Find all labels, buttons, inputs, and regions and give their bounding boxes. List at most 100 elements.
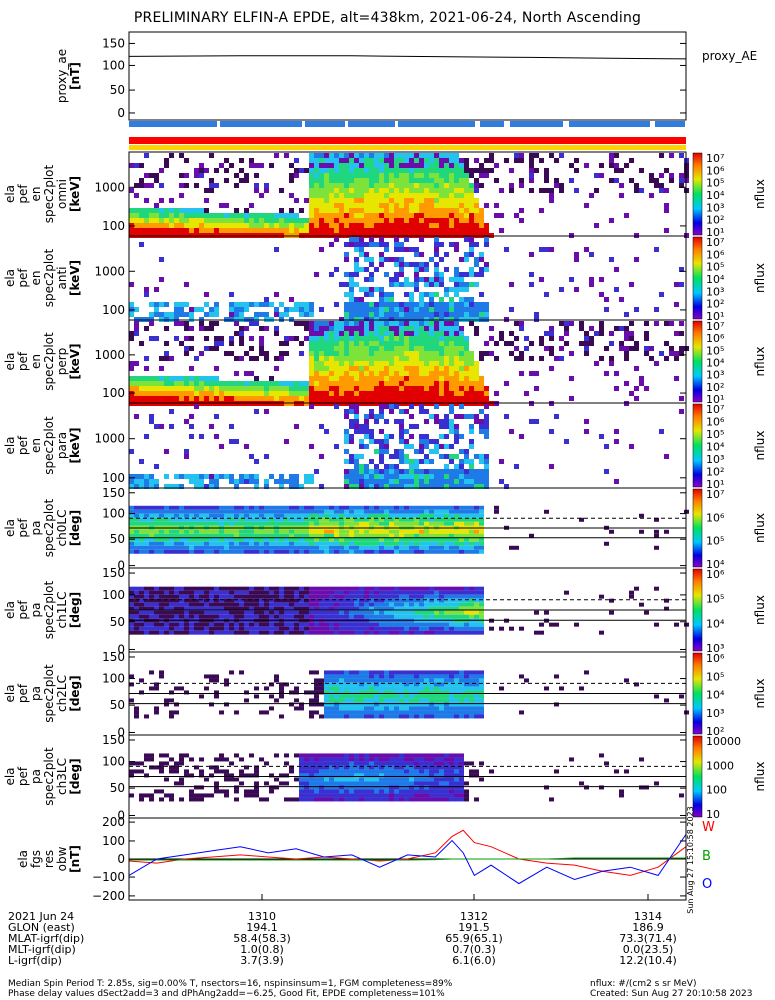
pitch-angle-pixel	[454, 590, 459, 595]
pitch-angle-pixel	[244, 537, 249, 542]
spectrogram-pixel	[264, 297, 269, 302]
spectrogram-pixel	[469, 237, 474, 242]
spectrogram-pixel	[344, 208, 349, 213]
pitch-angle-pixel	[134, 630, 139, 635]
pitch-angle-pixel	[434, 517, 439, 522]
pitch-angle-pixel	[364, 678, 369, 683]
spectrogram-pixel	[334, 381, 339, 386]
pitch-angle-pixel	[424, 626, 429, 631]
spectrogram-pixel	[424, 391, 429, 396]
spectrogram-pixel	[354, 454, 359, 459]
pitch-angle-pixel	[379, 521, 384, 526]
pitch-angle-pixel	[249, 614, 254, 619]
pitch-angle-pixel	[259, 513, 264, 518]
spectrogram-pixel	[434, 414, 439, 419]
spectrogram-pixel	[404, 331, 409, 336]
pitch-angle-pixel	[424, 698, 429, 703]
spectrogram-pixel	[434, 247, 439, 252]
pitch-angle-pixel	[269, 598, 274, 603]
spectrogram-pixel	[359, 439, 364, 444]
spectrogram-pixel	[434, 469, 439, 474]
spectrogram-pixel	[454, 474, 459, 479]
spectrogram-pixel	[364, 331, 369, 336]
pitch-angle-pixel	[449, 537, 454, 542]
spectrogram-pixel	[394, 474, 399, 479]
pitch-angle-pixel	[409, 694, 414, 699]
pitch-angle-pixel	[329, 541, 334, 546]
spectrogram-pixel	[349, 218, 354, 223]
spectrogram-pixel	[409, 193, 414, 198]
pitch-angle-pixel	[419, 626, 424, 631]
pitch-angle-pixel	[244, 529, 249, 534]
pitch-angle-pixel	[329, 529, 334, 534]
spectrogram-pixel	[274, 223, 279, 228]
spectrogram-pixel	[664, 208, 669, 213]
spectrogram-pixel	[254, 218, 259, 223]
spectrogram-pixel	[364, 218, 369, 223]
pitch-angle-pixel	[384, 537, 389, 542]
spectrogram-pixel	[209, 484, 214, 489]
pitch-angle-pixel	[254, 545, 259, 550]
spectrogram-pixel	[524, 346, 529, 351]
spectrogram-pixel	[379, 454, 384, 459]
spectrogram-pixel	[464, 257, 469, 262]
spectrogram-pixel	[379, 228, 384, 233]
pitch-angle-pixel	[379, 674, 384, 679]
spectrogram-pixel	[574, 257, 579, 262]
spectrogram-pixel	[444, 153, 449, 158]
spectrogram-pixel	[394, 449, 399, 454]
spectrogram-pixel	[379, 223, 384, 228]
pitch-angle-pixel	[394, 509, 399, 514]
spectrogram-pixel	[129, 381, 134, 386]
spectrogram-pixel	[604, 469, 609, 474]
spectrogram-pixel	[324, 371, 329, 376]
pitch-angle-pixel	[399, 626, 404, 631]
spectrogram-pixel	[419, 292, 424, 297]
spectrogram-pixel	[329, 376, 334, 381]
spectrogram-pixel	[344, 386, 349, 391]
spectrogram-pixel	[474, 386, 479, 391]
pitch-angle-pixel	[409, 509, 414, 514]
spectrogram-pixel	[379, 312, 384, 317]
spectrogram-pixel	[374, 183, 379, 188]
pitch-angle-pixel	[344, 590, 349, 595]
spectrogram-pixel	[154, 228, 159, 233]
pitch-angle-pixel	[409, 610, 414, 615]
pitch-angle-pixel	[324, 606, 329, 611]
spectrogram-pixel	[679, 173, 684, 178]
pitch-angle-pixel	[329, 678, 334, 683]
pitch-angle-pixel	[334, 622, 339, 627]
spectrogram-pixel	[229, 424, 234, 429]
pitch-angle-pixel	[449, 678, 454, 683]
spectrogram-pixel	[679, 178, 684, 183]
pitch-angle-pixel	[654, 529, 659, 534]
pitch-angle-pixel	[404, 545, 409, 550]
spectrogram-pixel	[209, 391, 214, 396]
spectrogram-pixel	[329, 183, 334, 188]
spectrogram-pixel	[164, 213, 169, 218]
spectrogram-pixel	[404, 391, 409, 396]
spectrogram-pixel	[224, 381, 229, 386]
spectrogram-pixel	[389, 312, 394, 317]
pitch-angle-pixel	[449, 529, 454, 534]
spectrogram-pixel	[384, 391, 389, 396]
pitch-angle-pixel	[434, 606, 439, 611]
spectrogram-pixel	[429, 307, 434, 312]
pitch-angle-pixel	[194, 517, 199, 522]
spectrogram-pixel	[479, 213, 484, 218]
pitch-angle-pixel	[289, 630, 294, 635]
spectrogram-pixel	[164, 158, 169, 163]
pitch-angle-pixel	[194, 586, 199, 591]
spectrogram-pixel	[539, 336, 544, 341]
spectrogram-pixel	[174, 381, 179, 386]
pitch-angle-pixel	[244, 509, 249, 514]
spectrogram-pixel	[469, 203, 474, 208]
blue-bar-segment	[398, 121, 475, 127]
pitch-angle-pixel	[389, 590, 394, 595]
spectrogram-pixel	[344, 292, 349, 297]
spectrogram-pixel	[219, 336, 224, 341]
spectrogram-pixel	[589, 336, 594, 341]
spectrogram-pixel	[189, 218, 194, 223]
spectrogram-pixel	[474, 376, 479, 381]
spectrogram-pixel	[409, 307, 414, 312]
